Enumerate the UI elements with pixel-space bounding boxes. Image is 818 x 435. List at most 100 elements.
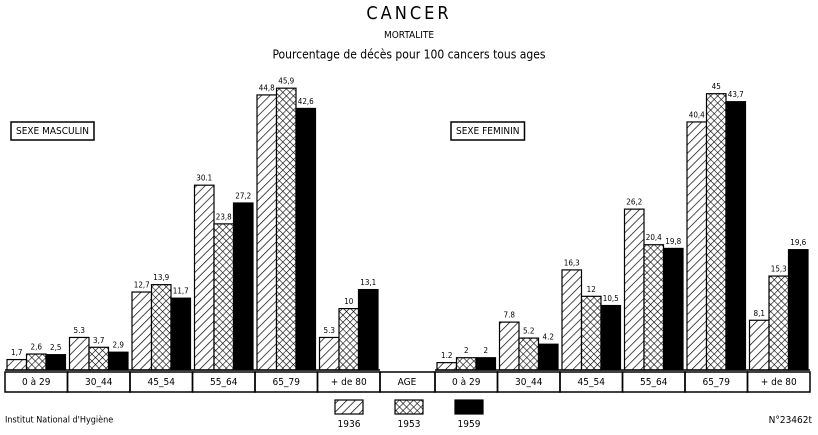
chart-title-box bbox=[10, 121, 95, 141]
x-tick-label: + de 80 bbox=[761, 377, 797, 388]
bar bbox=[150, 284, 172, 371]
value-label: 45 bbox=[712, 82, 721, 91]
value-label: 42,6 bbox=[298, 97, 314, 106]
x-tick-label: + de 80 bbox=[331, 377, 367, 388]
bar bbox=[6, 358, 28, 371]
chart-title: SEXE MASCULIN bbox=[16, 126, 89, 137]
value-label: 44,8 bbox=[259, 83, 275, 92]
x-tick-label: 65_79 bbox=[273, 377, 301, 388]
value-label: 10 bbox=[344, 297, 354, 306]
legend-swatch bbox=[334, 399, 364, 415]
bar bbox=[275, 87, 297, 371]
value-label: 5.3 bbox=[324, 326, 335, 335]
value-label: 26,2 bbox=[626, 198, 642, 207]
bar bbox=[455, 357, 477, 371]
bar bbox=[643, 244, 665, 371]
value-label: 43,7 bbox=[728, 90, 744, 99]
legend-label: 1953 bbox=[398, 419, 421, 430]
value-label: 2 bbox=[464, 346, 469, 355]
category-box bbox=[316, 371, 381, 393]
bar bbox=[537, 343, 559, 371]
x-tick-label: 0 à 29 bbox=[452, 376, 481, 388]
x-tick-label: 30_44 bbox=[515, 377, 543, 388]
bar bbox=[436, 362, 458, 371]
bar bbox=[193, 184, 215, 371]
bar bbox=[475, 357, 497, 371]
caption: Pourcentage de décès pour 100 cancers to… bbox=[272, 48, 545, 62]
value-label: 2,6 bbox=[31, 343, 43, 352]
value-label: 8,1 bbox=[754, 309, 765, 318]
value-label: 10,5 bbox=[603, 294, 619, 303]
chart-title-box bbox=[450, 121, 526, 141]
bar bbox=[580, 295, 602, 371]
bar bbox=[705, 93, 727, 371]
x-tick-label: 45_54 bbox=[578, 377, 606, 388]
x-tick-label: 55_64 bbox=[640, 377, 668, 388]
bar bbox=[45, 354, 67, 371]
source: Institut National d'Hygiène bbox=[5, 415, 113, 426]
bar bbox=[623, 208, 645, 371]
bar bbox=[787, 249, 809, 371]
value-label: 40,4 bbox=[689, 110, 705, 119]
bar bbox=[561, 269, 583, 371]
x-tick-label: 0 à 29 bbox=[22, 376, 51, 388]
legend-label: 1936 bbox=[338, 419, 361, 430]
bar bbox=[725, 101, 747, 371]
bar bbox=[768, 275, 790, 371]
bar bbox=[170, 297, 192, 371]
bar bbox=[256, 94, 278, 371]
value-label: 4.2 bbox=[543, 333, 554, 342]
bar bbox=[295, 107, 317, 371]
chart-title: SEXE FEMININ bbox=[456, 126, 519, 137]
bar bbox=[88, 346, 110, 371]
value-label: 2,5 bbox=[50, 343, 61, 352]
bar bbox=[68, 336, 90, 371]
value-label: 23,8 bbox=[216, 212, 232, 221]
value-label: 13,9 bbox=[153, 273, 169, 282]
category-box bbox=[746, 371, 811, 393]
bar bbox=[662, 247, 684, 371]
value-label: 3,7 bbox=[93, 336, 104, 345]
value-label: 2,9 bbox=[113, 341, 125, 350]
value-label: 12 bbox=[587, 285, 596, 294]
value-label: 1.2 bbox=[441, 351, 452, 360]
bar bbox=[213, 223, 235, 371]
value-label: 15,3 bbox=[771, 265, 787, 274]
value-label: 1,7 bbox=[11, 348, 22, 357]
bar bbox=[518, 337, 540, 371]
value-label: 19,8 bbox=[665, 237, 681, 246]
value-label: 27,2 bbox=[235, 191, 251, 200]
value-label: 5.2 bbox=[523, 327, 534, 336]
legend-swatch bbox=[394, 399, 424, 415]
subtitle: MORTALITE bbox=[384, 30, 434, 41]
bar bbox=[748, 319, 770, 371]
axis-label: AGE bbox=[398, 377, 417, 388]
legend-label: 1959 bbox=[458, 419, 481, 430]
value-label: 30.1 bbox=[196, 174, 212, 183]
value-label: 5.3 bbox=[74, 326, 85, 335]
x-tick-label: 30_44 bbox=[85, 377, 113, 388]
value-label: 2 bbox=[483, 346, 488, 355]
x-tick-label: 45_54 bbox=[148, 377, 176, 388]
value-label: 12,7 bbox=[134, 281, 150, 290]
value-label: 11,7 bbox=[173, 287, 189, 296]
bar bbox=[600, 304, 622, 371]
value-label: 16,3 bbox=[564, 258, 580, 267]
bar bbox=[338, 308, 360, 371]
title: CANCER bbox=[366, 3, 451, 24]
bar bbox=[25, 353, 47, 371]
bar bbox=[318, 336, 340, 371]
bar bbox=[232, 202, 254, 371]
value-label: 7.8 bbox=[504, 311, 516, 320]
figure-number: N°23462t bbox=[769, 415, 813, 426]
bar bbox=[107, 351, 129, 371]
x-tick-label: 65_79 bbox=[703, 377, 731, 388]
value-label: 45,9 bbox=[278, 77, 294, 86]
legend-swatch bbox=[454, 399, 484, 415]
bar bbox=[131, 291, 153, 371]
value-label: 13,1 bbox=[360, 278, 376, 287]
value-label: 19,6 bbox=[790, 238, 806, 247]
bar bbox=[686, 121, 708, 371]
bar bbox=[357, 288, 379, 371]
